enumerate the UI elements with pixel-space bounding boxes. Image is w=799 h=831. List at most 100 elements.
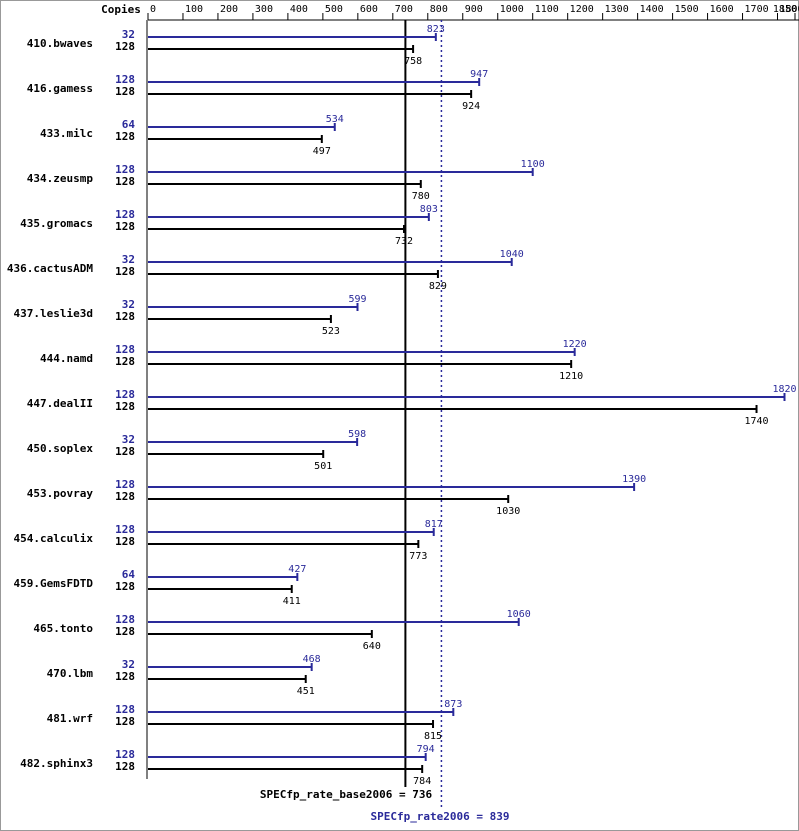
value-label: 784: [413, 776, 431, 787]
copies-label: 128: [115, 343, 135, 356]
value-label: 501: [314, 461, 332, 472]
copies-label: 128: [115, 220, 135, 233]
benchmark-name: 470.lbm: [47, 667, 94, 680]
value-label: 451: [297, 686, 315, 697]
value-label: 1390: [622, 474, 646, 485]
copies-label: 128: [115, 535, 135, 548]
x-tick-label: 200: [220, 4, 238, 15]
x-tick-label: 900: [465, 4, 483, 15]
x-tick-label: 300: [255, 4, 273, 15]
copies-label: 128: [115, 613, 135, 626]
value-label: 1220: [563, 339, 587, 350]
x-tick-label: 1500: [675, 4, 699, 15]
benchmark-name: 410.bwaves: [27, 37, 93, 50]
copies-label: 128: [115, 388, 135, 401]
value-label: 534: [326, 114, 344, 125]
copies-label: 128: [115, 310, 135, 323]
x-tick-label: 1850: [773, 4, 797, 15]
benchmark-name: 450.soplex: [27, 442, 94, 455]
copies-label: 128: [115, 670, 135, 683]
copies-label: 128: [115, 400, 135, 413]
copies-label: 128: [115, 715, 135, 728]
benchmark-name: 447.dealII: [27, 397, 93, 410]
copies-label: 128: [115, 265, 135, 278]
x-tick-label: 500: [325, 4, 343, 15]
value-label: 640: [363, 641, 381, 652]
benchmark-name: 435.gromacs: [20, 217, 93, 230]
value-label: 411: [283, 596, 301, 607]
copies-header: Copies: [101, 3, 141, 16]
value-label: 794: [417, 744, 435, 755]
benchmark-name: 482.sphinx3: [20, 757, 93, 770]
benchmark-name: 436.cactusADM: [7, 262, 93, 275]
benchmark-name: 444.namd: [40, 352, 93, 365]
value-label: 599: [348, 294, 366, 305]
copies-label: 128: [115, 208, 135, 221]
value-label: 780: [412, 191, 430, 202]
x-tick-label: 600: [360, 4, 378, 15]
copies-label: 64: [122, 568, 136, 581]
value-label: 1060: [507, 609, 531, 620]
x-tick-label: 400: [290, 4, 308, 15]
value-label: 523: [322, 326, 340, 337]
value-label: 947: [470, 69, 488, 80]
benchmark-name: 465.tonto: [33, 622, 93, 635]
copies-label: 128: [115, 85, 135, 98]
value-label: 803: [420, 204, 438, 215]
copies-label: 128: [115, 163, 135, 176]
copies-label: 128: [115, 703, 135, 716]
copies-label: 32: [122, 433, 135, 446]
x-tick-label: 1700: [745, 4, 769, 15]
reference-label: SPECfp_rate2006 = 839: [370, 810, 509, 823]
value-label: 873: [444, 699, 462, 710]
x-tick-label: 1800: [780, 4, 799, 15]
value-label: 758: [404, 56, 422, 67]
value-label: 1210: [559, 371, 583, 382]
value-label: 497: [313, 146, 331, 157]
x-tick-label: 700: [395, 4, 413, 15]
copies-label: 128: [115, 355, 135, 368]
benchmark-name: 434.zeusmp: [27, 172, 94, 185]
copies-label: 128: [115, 175, 135, 188]
copies-label: 128: [115, 40, 135, 53]
x-tick-label: 1000: [500, 4, 524, 15]
copies-label: 128: [115, 478, 135, 491]
copies-label: 32: [122, 28, 135, 41]
copies-label: 128: [115, 748, 135, 761]
copies-label: 128: [115, 760, 135, 773]
value-label: 427: [288, 564, 306, 575]
benchmark-name: 453.povray: [27, 487, 94, 500]
benchmark-name: 459.GemsFDTD: [14, 577, 94, 590]
value-label: 823: [427, 24, 445, 35]
value-label: 817: [425, 519, 443, 530]
x-tick-label: 800: [430, 4, 448, 15]
benchmark-name: 454.calculix: [14, 532, 94, 545]
copies-label: 32: [122, 658, 135, 671]
copies-label: 128: [115, 490, 135, 503]
copies-label: 128: [115, 73, 135, 86]
benchmark-name: 416.gamess: [27, 82, 93, 95]
value-label: 815: [424, 731, 442, 742]
x-tick-label: 1400: [640, 4, 664, 15]
copies-label: 128: [115, 625, 135, 638]
value-label: 1100: [521, 159, 545, 170]
x-tick-label: 1600: [710, 4, 734, 15]
reference-label: SPECfp_rate_base2006 = 736: [260, 788, 433, 801]
value-label: 1820: [772, 384, 796, 395]
benchmark-name: 481.wrf: [47, 712, 93, 725]
value-label: 924: [462, 101, 480, 112]
x-tick-label: 100: [185, 4, 203, 15]
value-label: 1030: [496, 506, 520, 517]
copies-label: 32: [122, 298, 135, 311]
value-label: 829: [429, 281, 447, 292]
copies-label: 32: [122, 253, 135, 266]
value-label: 773: [409, 551, 427, 562]
x-tick-label: 0: [150, 4, 156, 15]
x-tick-label: 1200: [570, 4, 594, 15]
benchmark-name: 433.milc: [40, 127, 93, 140]
copies-label: 128: [115, 445, 135, 458]
copies-label: 128: [115, 580, 135, 593]
x-tick-label: 1300: [605, 4, 629, 15]
